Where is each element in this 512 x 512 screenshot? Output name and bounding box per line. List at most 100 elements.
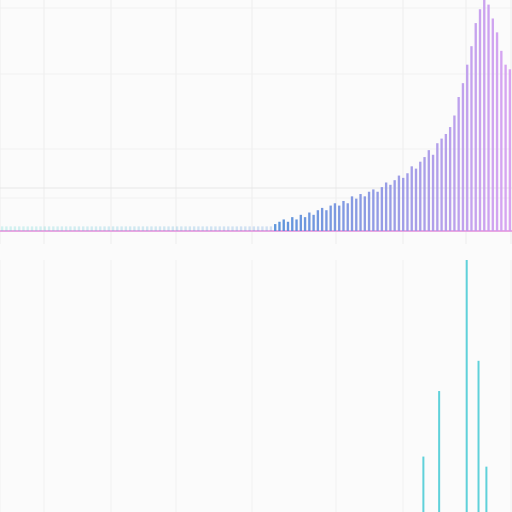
upper-bar bbox=[500, 50, 503, 231]
upper-bar bbox=[431, 154, 435, 231]
upper-bar bbox=[82, 226, 85, 231]
upper-bar bbox=[167, 226, 170, 231]
upper-bar bbox=[146, 226, 149, 231]
upper-bar bbox=[414, 168, 418, 231]
upper-bar bbox=[393, 180, 396, 231]
upper-bar bbox=[440, 138, 443, 231]
upper-bar bbox=[244, 226, 247, 231]
upper-bar bbox=[124, 226, 128, 231]
upper-bar bbox=[487, 4, 490, 232]
upper-bar bbox=[376, 191, 379, 231]
upper-bar bbox=[384, 182, 388, 231]
upper-bar bbox=[184, 226, 187, 231]
upper-bar bbox=[474, 23, 477, 231]
upper-bar bbox=[120, 226, 123, 231]
upper-bar bbox=[163, 226, 166, 231]
upper-bar bbox=[26, 226, 29, 231]
upper-bar bbox=[457, 97, 460, 232]
upper-bar bbox=[508, 69, 512, 231]
upper-bar bbox=[278, 221, 281, 231]
upper-bar bbox=[56, 226, 59, 231]
upper-bar bbox=[269, 226, 273, 231]
upper-bar bbox=[150, 226, 153, 231]
upper-bar bbox=[210, 226, 213, 231]
upper-bar bbox=[299, 214, 302, 231]
upper-bar bbox=[9, 226, 12, 231]
upper-bar bbox=[111, 226, 115, 231]
upper-bar bbox=[410, 166, 413, 231]
upper-bar bbox=[227, 226, 230, 231]
upper-bar bbox=[248, 226, 251, 231]
upper-bar bbox=[231, 226, 234, 231]
upper-bar bbox=[444, 133, 448, 231]
upper-bar bbox=[316, 210, 320, 231]
lower-bar bbox=[485, 466, 488, 512]
upper-bar bbox=[239, 226, 243, 231]
upper-bar bbox=[350, 196, 354, 231]
lower-chart-group bbox=[0, 260, 512, 512]
upper-chart-group bbox=[0, 0, 512, 244]
upper-bar bbox=[367, 191, 371, 231]
upper-bar bbox=[47, 226, 51, 231]
upper-bar bbox=[103, 226, 106, 231]
upper-bar bbox=[73, 226, 76, 231]
upper-bar bbox=[406, 173, 409, 231]
upper-bar bbox=[274, 224, 277, 231]
upper-bar bbox=[346, 203, 349, 231]
upper-bar bbox=[64, 226, 68, 231]
upper-bar bbox=[265, 226, 268, 231]
upper-bar bbox=[380, 187, 384, 231]
upper-bar bbox=[308, 212, 311, 231]
upper-bar bbox=[52, 226, 55, 231]
upper-bar bbox=[261, 226, 264, 231]
upper-bar bbox=[320, 207, 324, 231]
lower-bar bbox=[465, 260, 468, 512]
upper-bar bbox=[137, 226, 140, 231]
upper-bar bbox=[470, 46, 473, 232]
upper-bar bbox=[329, 205, 332, 231]
upper-bar bbox=[256, 226, 260, 231]
upper-bar bbox=[69, 226, 72, 231]
upper-bar bbox=[478, 9, 482, 231]
upper-bar bbox=[419, 161, 422, 231]
upper-bar bbox=[483, 0, 486, 231]
upper-bar bbox=[22, 226, 25, 231]
upper-bar bbox=[107, 226, 110, 231]
upper-bar bbox=[201, 226, 204, 231]
lower-bar bbox=[422, 456, 425, 512]
upper-bar bbox=[372, 189, 375, 231]
upper-bar bbox=[18, 226, 21, 231]
upper-bar bbox=[342, 200, 345, 231]
upper-bar bbox=[39, 226, 42, 231]
upper-bar bbox=[86, 226, 89, 231]
upper-bar bbox=[338, 205, 341, 231]
upper-bar bbox=[359, 194, 362, 231]
upper-bar bbox=[495, 32, 499, 232]
upper-bar bbox=[355, 198, 358, 231]
upper-bar bbox=[128, 226, 132, 231]
upper-bar bbox=[453, 115, 456, 231]
upper-bar bbox=[466, 64, 469, 232]
upper-bar bbox=[5, 226, 8, 231]
lower-bar bbox=[438, 391, 441, 512]
upper-bar bbox=[423, 157, 426, 231]
upper-bar bbox=[197, 226, 200, 231]
upper-bar bbox=[312, 214, 315, 231]
upper-bar bbox=[333, 203, 337, 231]
upper-bar bbox=[252, 226, 256, 231]
upper-bar bbox=[77, 226, 81, 231]
upper-bar bbox=[286, 221, 290, 231]
upper-bar bbox=[389, 184, 392, 231]
upper-bar bbox=[171, 226, 174, 231]
upper-bar bbox=[116, 226, 119, 231]
upper-bar bbox=[175, 226, 179, 231]
upper-bar bbox=[504, 64, 507, 232]
upper-bar bbox=[218, 226, 221, 231]
upper-bar bbox=[325, 210, 328, 231]
upper-grid bbox=[0, 0, 512, 244]
upper-bar bbox=[303, 217, 307, 231]
upper-bar bbox=[448, 127, 452, 231]
upper-bar bbox=[402, 177, 405, 231]
